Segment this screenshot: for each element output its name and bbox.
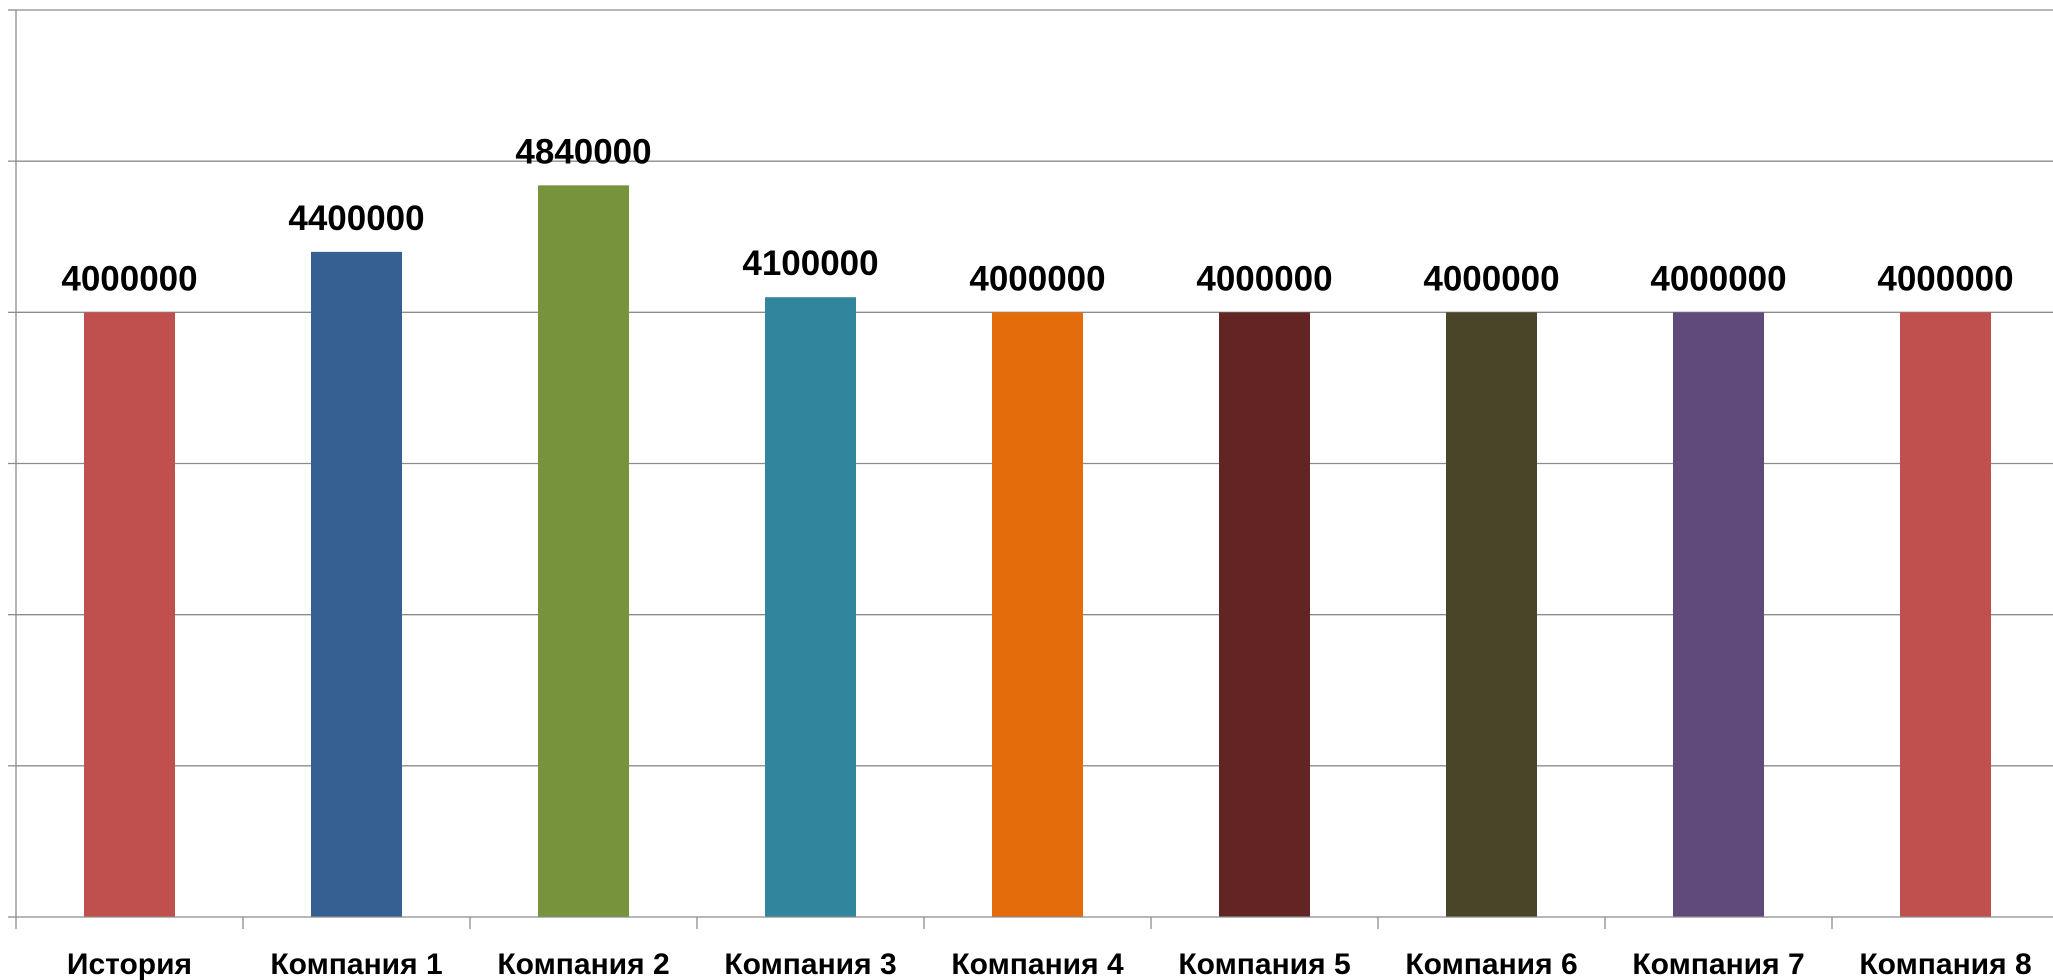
category-label-3: Компания 2 [497,948,669,980]
bar-1 [84,312,175,917]
data-label-5: 4000000 [969,259,1105,298]
category-labels: История Компания 1 Компания 2 Компания 3 Ком… [67,948,2032,980]
bar-4 [765,297,856,917]
bar-7 [1446,312,1537,917]
category-label-8: Компания 7 [1632,948,1804,980]
category-label-6: Компания 5 [1178,948,1350,980]
category-label-2: Компания 1 [270,948,442,980]
category-label-1: История [67,948,192,980]
data-label-7: 4000000 [1423,259,1559,298]
bar-8 [1673,312,1764,917]
category-label-4: Компания 3 [724,948,896,980]
data-label-9: 4000000 [1877,259,2013,298]
data-label-3: 4840000 [515,132,651,171]
data-label-8: 4000000 [1650,259,1786,298]
data-label-2: 4400000 [288,199,424,238]
category-label-9: Компания 8 [1859,948,2031,980]
data-labels: 4000000 4400000 4840000 4100000 4000000 40000… [61,132,2013,298]
bar-2 [311,251,402,917]
data-label-1: 4000000 [61,259,197,298]
bar-3 [538,185,629,917]
data-label-6: 4000000 [1196,259,1332,298]
category-label-5: Компания 4 [951,948,1124,980]
bars [84,185,1991,917]
bar-5 [992,312,1083,917]
bar-9 [1900,312,1991,917]
data-label-4: 4100000 [742,244,878,283]
category-label-7: Компания 6 [1405,948,1577,980]
bar-6 [1219,312,1310,917]
axes [8,9,2053,929]
